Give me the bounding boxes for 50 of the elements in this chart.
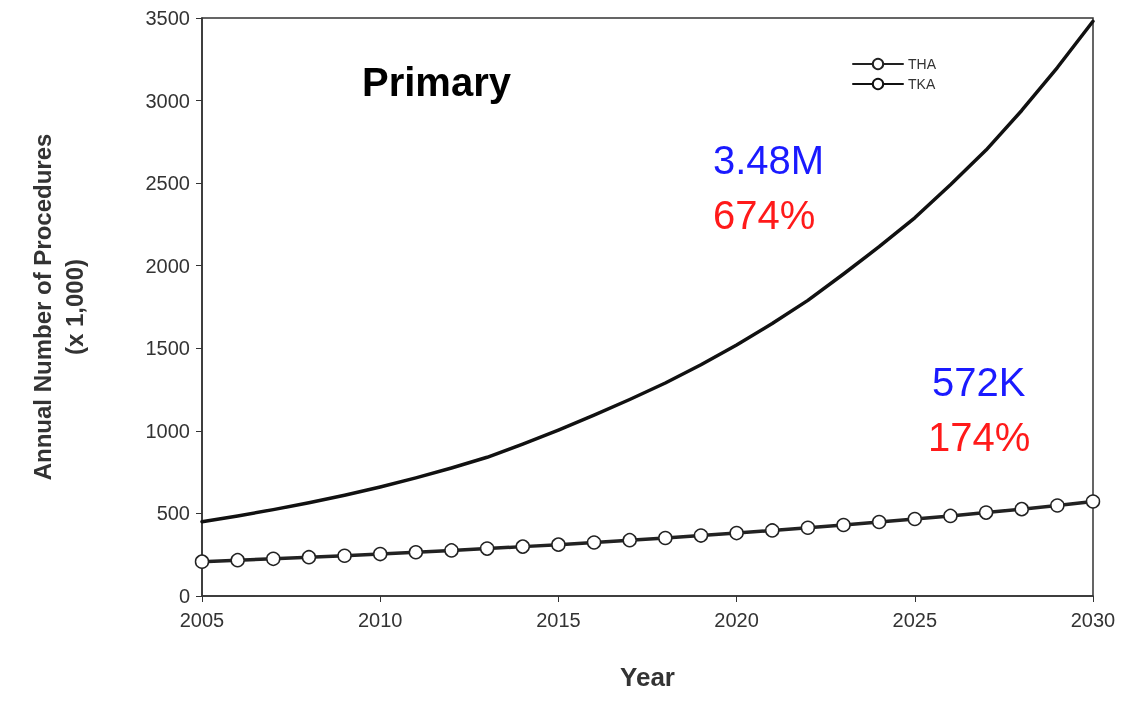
point (765, 523, 780, 538)
point (301, 549, 317, 565)
point (978, 505, 994, 520)
legend-label: THA (908, 56, 937, 72)
y-axis-title: Annual Number of Procedures (x 1,000) (28, 133, 88, 481)
y-tick-label: 3000 (145, 89, 190, 112)
point (194, 554, 210, 569)
annotation: 174% (928, 415, 1031, 459)
point (586, 535, 602, 550)
point (337, 548, 352, 563)
point (408, 544, 424, 560)
y-tick-label: 0 (178, 585, 190, 607)
x-tick-label: 2025 (892, 609, 938, 631)
y-tick-label: 1000 (145, 419, 190, 442)
point (1050, 498, 1065, 513)
point (551, 537, 566, 552)
point (693, 528, 709, 543)
point (444, 543, 459, 558)
point (907, 511, 923, 527)
point (515, 539, 531, 554)
point (622, 532, 637, 548)
x-tick-label: 2015 (536, 609, 581, 631)
point (836, 517, 851, 533)
y-tick-label: 2500 (145, 172, 190, 195)
x-tick-label: 2005 (179, 609, 225, 631)
x-axis-title: Year (620, 662, 675, 692)
point (658, 530, 673, 546)
annotation: 3.48M (713, 138, 825, 182)
point (871, 514, 887, 530)
point (372, 546, 388, 562)
point (266, 551, 281, 567)
point (729, 525, 744, 541)
y-tick-label: 1500 (145, 337, 190, 360)
x-tick-label: 2010 (357, 609, 403, 631)
point (479, 541, 495, 556)
y-tick-label: 500 (156, 502, 190, 525)
x-tick-label: 2020 (714, 609, 759, 631)
annotation: 674% (713, 193, 816, 237)
point (1085, 494, 1101, 509)
point (943, 508, 958, 524)
y-tick-label: 2000 (145, 254, 190, 277)
y-tick-label: 3500 (145, 7, 190, 29)
annotation: Primary (362, 60, 512, 104)
annotation: 572K (932, 360, 1026, 404)
point (230, 552, 245, 568)
legend-label: TKA (908, 76, 936, 92)
x-tick-label: 2030 (1070, 609, 1116, 631)
point (800, 520, 816, 536)
line-series (200, 19, 1095, 524)
point (1014, 501, 1029, 517)
